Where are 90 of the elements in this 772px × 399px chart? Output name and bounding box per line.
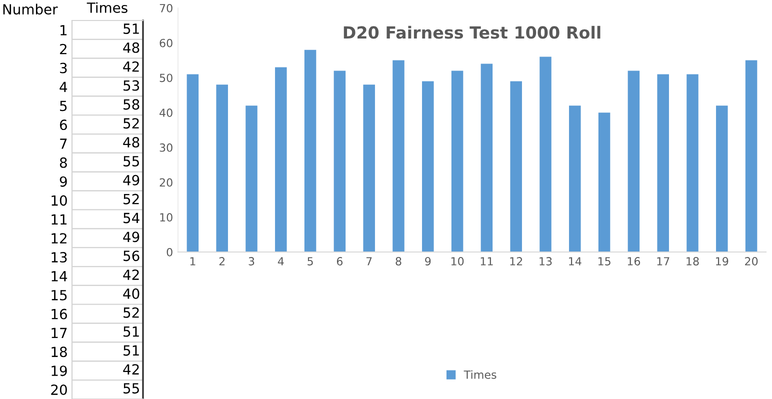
data-label: 51 <box>124 326 139 337</box>
bar <box>480 64 493 252</box>
y-tick-label: 15 <box>52 290 67 300</box>
bar <box>745 60 758 252</box>
bar <box>392 60 404 252</box>
y-axis-title: Number <box>3 4 58 15</box>
x-tick-label: 12 <box>510 257 522 266</box>
y-tick-label: 6 <box>60 120 67 130</box>
y-tick-label: 9 <box>60 176 67 187</box>
x-tick-label: 1 <box>190 257 196 266</box>
x-tick-label: 3 <box>248 257 254 266</box>
x-tick-label: 18 <box>686 257 699 266</box>
y-tick-label: 7 <box>60 138 67 149</box>
legend-label: Times <box>464 370 496 379</box>
data-label: 55 <box>124 383 139 394</box>
x-tick-label: 9 <box>425 257 431 266</box>
bar <box>598 112 610 252</box>
x-tick-label: 11 <box>480 257 493 266</box>
y-tick-label: 14 <box>52 271 68 282</box>
data-label: 55 <box>124 156 139 166</box>
x-tick-label: 2 <box>219 257 225 266</box>
y-tick-label: 18 <box>52 346 67 358</box>
y-tick-label: 8 <box>60 157 67 168</box>
data-label: 51 <box>124 345 139 356</box>
data-label: 40 <box>123 288 140 299</box>
x-tick-label: 4 <box>278 257 284 266</box>
text: D20 Fairness Test 1000 Roll <box>344 26 600 39</box>
y-tick-label: 12 <box>52 233 66 244</box>
bar <box>569 106 581 252</box>
bar <box>451 70 464 252</box>
bar <box>716 106 728 252</box>
bar <box>216 84 228 252</box>
y-tick-label: 50 <box>160 74 172 82</box>
data-label: 52 <box>124 307 139 318</box>
data-label: 58 <box>124 99 140 110</box>
y-tick-label: 10 <box>160 213 172 222</box>
data-label: 49 <box>123 174 140 186</box>
y-tick-label: 30 <box>160 143 172 152</box>
y-tick-label: 40 <box>160 108 172 117</box>
bar <box>422 81 434 252</box>
x-tick-label: 7 <box>366 257 372 266</box>
data-label: 56 <box>124 250 140 262</box>
data-label: 51 <box>124 24 139 34</box>
bar <box>304 50 316 252</box>
bar <box>246 106 258 252</box>
y-tick-label: 11 <box>52 214 67 224</box>
y-tick-label: 17 <box>52 328 67 338</box>
data-label: 48 <box>123 137 140 148</box>
x-tick-label: 16 <box>628 257 640 266</box>
x-tick-label: 8 <box>396 257 402 266</box>
data-label: 52 <box>124 118 139 129</box>
data-label: 42 <box>123 270 139 280</box>
bar <box>334 70 346 252</box>
x-tick-label: 19 <box>716 257 728 266</box>
y-tick-label: 10 <box>52 195 67 206</box>
y-tick-label: 16 <box>52 308 67 320</box>
x-tick-label: 10 <box>451 257 464 266</box>
data-label: 42 <box>123 364 139 374</box>
y-tick-label: 5 <box>60 100 67 112</box>
y-tick-label: 19 <box>52 366 67 376</box>
bar <box>686 74 698 252</box>
y-tick-label: 60 <box>160 38 172 48</box>
bar <box>510 81 522 252</box>
y-tick-label: 70 <box>160 4 172 12</box>
y-tick-label: 20 <box>51 384 67 396</box>
bar <box>275 67 287 252</box>
bar <box>657 74 669 252</box>
x-tick-label: 5 <box>308 257 313 266</box>
y-tick-label: 1 <box>60 25 67 36</box>
data-label: 54 <box>124 212 140 224</box>
x-tick-label: 17 <box>657 257 670 266</box>
y-tick-label: 4 <box>60 82 68 92</box>
y-tick-label: 2 <box>60 44 66 54</box>
x-tick-label: 6 <box>336 257 343 266</box>
y-tick-label: 20 <box>160 178 172 187</box>
data-label: 52 <box>124 194 139 204</box>
bar <box>540 56 552 252</box>
data-label: 42 <box>123 61 139 72</box>
data-label: 48 <box>123 42 140 53</box>
bar <box>628 70 640 252</box>
y-tick-label: 3 <box>60 62 67 74</box>
x-tick-label: 14 <box>569 257 582 266</box>
data-label: 53 <box>124 80 140 91</box>
y-tick-label: 0 <box>166 248 172 256</box>
bar <box>186 74 199 252</box>
x-tick-label: 20 <box>745 257 758 266</box>
x-tick-label: 15 <box>598 257 610 266</box>
x-tick-label: 13 <box>540 257 552 266</box>
bar <box>363 84 375 252</box>
data-label: 49 <box>123 232 140 242</box>
